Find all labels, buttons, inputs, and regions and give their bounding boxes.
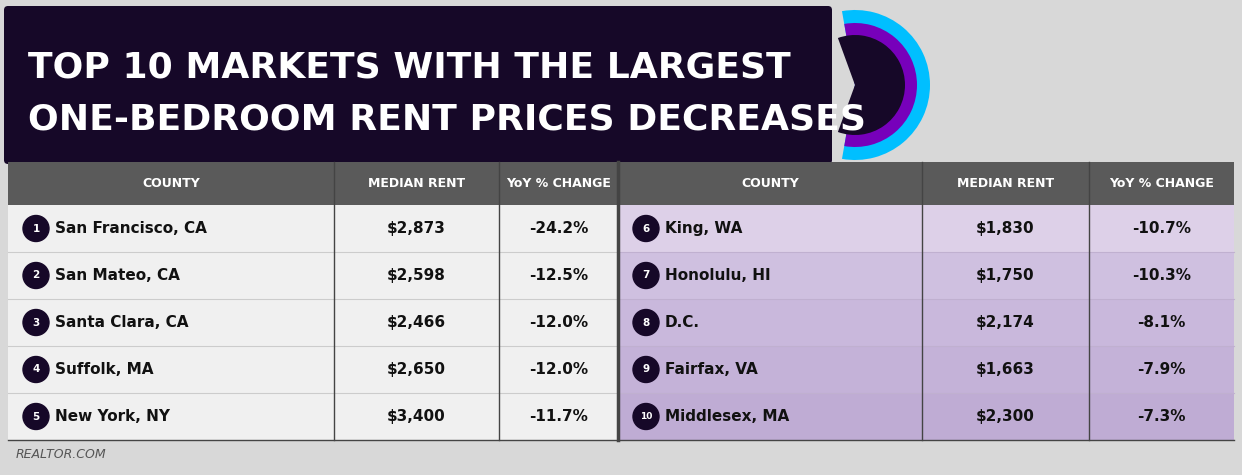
Circle shape (24, 357, 48, 382)
Text: 4: 4 (32, 364, 40, 374)
Circle shape (24, 216, 48, 241)
Circle shape (24, 310, 48, 335)
Text: New York, NY: New York, NY (55, 409, 170, 424)
Circle shape (633, 403, 660, 429)
Text: -8.1%: -8.1% (1138, 315, 1186, 330)
Text: -7.9%: -7.9% (1138, 362, 1186, 377)
Text: 1: 1 (32, 224, 40, 234)
Text: -7.3%: -7.3% (1138, 409, 1186, 424)
Text: -12.0%: -12.0% (529, 362, 587, 377)
Bar (7, 162, 619, 205)
Text: TOP 10 MARKETS WITH THE LARGEST: TOP 10 MARKETS WITH THE LARGEST (29, 51, 791, 85)
Bar (7, 299, 619, 346)
Wedge shape (845, 23, 917, 147)
Text: 6: 6 (642, 224, 650, 234)
Text: $1,663: $1,663 (976, 362, 1035, 377)
Text: 2: 2 (32, 270, 40, 281)
Bar (7, 346, 619, 393)
Text: King, WA: King, WA (664, 221, 743, 236)
Text: REALTOR.COM: REALTOR.COM (16, 448, 107, 462)
Bar (619, 162, 1235, 205)
Text: 8: 8 (642, 317, 650, 327)
Text: Middlesex, MA: Middlesex, MA (664, 409, 789, 424)
Text: $2,598: $2,598 (388, 268, 446, 283)
Text: -11.7%: -11.7% (529, 409, 587, 424)
Text: Suffolk, MA: Suffolk, MA (55, 362, 154, 377)
Circle shape (633, 310, 660, 335)
Text: COUNTY: COUNTY (142, 177, 200, 190)
Text: -24.2%: -24.2% (529, 221, 589, 236)
Text: D.C.: D.C. (664, 315, 700, 330)
Text: $2,873: $2,873 (388, 221, 446, 236)
Text: Honolulu, HI: Honolulu, HI (664, 268, 770, 283)
Text: MEDIAN RENT: MEDIAN RENT (368, 177, 465, 190)
Circle shape (633, 357, 660, 382)
Text: 10: 10 (640, 412, 652, 421)
Text: $2,300: $2,300 (976, 409, 1035, 424)
Bar (7, 393, 619, 440)
Text: $3,400: $3,400 (388, 409, 446, 424)
Circle shape (633, 263, 660, 288)
Bar (619, 346, 1235, 393)
Wedge shape (838, 35, 905, 135)
Text: YoY % CHANGE: YoY % CHANGE (505, 177, 611, 190)
Text: ONE-BEDROOM RENT PRICES DECREASES: ONE-BEDROOM RENT PRICES DECREASES (29, 103, 866, 137)
Text: $2,174: $2,174 (976, 315, 1035, 330)
Text: $2,466: $2,466 (388, 315, 446, 330)
Text: -10.7%: -10.7% (1131, 221, 1191, 236)
Text: 9: 9 (642, 364, 650, 374)
FancyBboxPatch shape (4, 6, 832, 164)
Bar (619, 299, 1235, 346)
Circle shape (633, 216, 660, 241)
Bar (619, 252, 1235, 299)
Text: 5: 5 (32, 411, 40, 421)
Text: MEDIAN RENT: MEDIAN RENT (956, 177, 1054, 190)
Text: San Francisco, CA: San Francisco, CA (55, 221, 207, 236)
Text: $1,750: $1,750 (976, 268, 1035, 283)
Text: 7: 7 (642, 270, 650, 281)
Bar (7, 252, 619, 299)
Text: Santa Clara, CA: Santa Clara, CA (55, 315, 189, 330)
Text: 3: 3 (32, 317, 40, 327)
Circle shape (24, 263, 48, 288)
Circle shape (24, 403, 48, 429)
Text: Fairfax, VA: Fairfax, VA (664, 362, 758, 377)
Text: -12.5%: -12.5% (529, 268, 587, 283)
Text: -10.3%: -10.3% (1131, 268, 1191, 283)
Bar (619, 205, 1235, 252)
Bar (619, 393, 1235, 440)
Text: $2,650: $2,650 (388, 362, 446, 377)
Wedge shape (842, 10, 930, 160)
Text: $1,830: $1,830 (976, 221, 1035, 236)
Bar (7, 205, 619, 252)
Text: -12.0%: -12.0% (529, 315, 587, 330)
Text: COUNTY: COUNTY (741, 177, 799, 190)
Text: YoY % CHANGE: YoY % CHANGE (1109, 177, 1213, 190)
Text: San Mateo, CA: San Mateo, CA (55, 268, 180, 283)
